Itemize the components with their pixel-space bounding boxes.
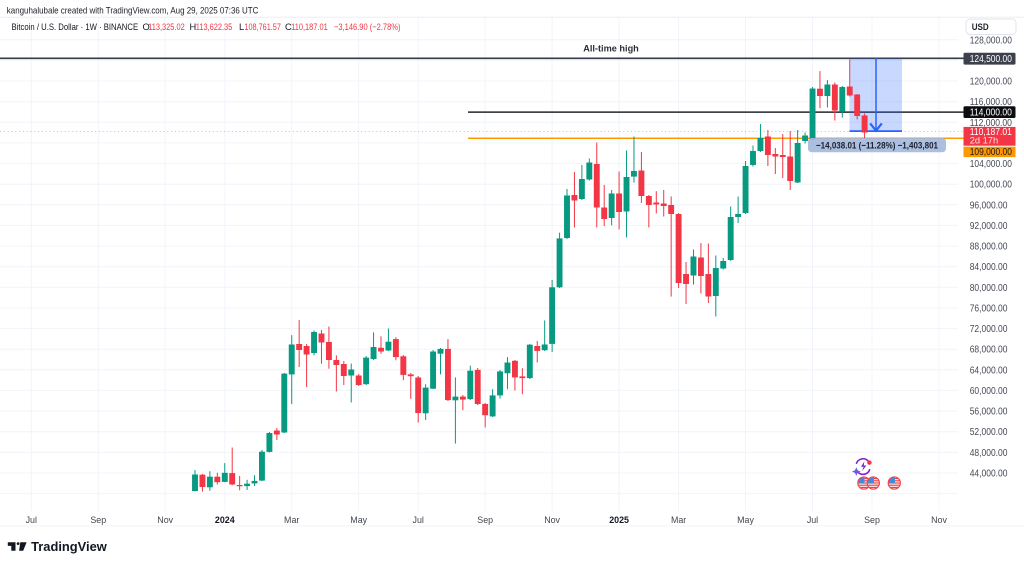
- svg-text:All-time high: All-time high: [583, 43, 639, 54]
- svg-text:H: H: [190, 22, 197, 32]
- svg-text:124,500.00: 124,500.00: [970, 54, 1013, 65]
- svg-text:52,000.00: 52,000.00: [970, 427, 1008, 438]
- svg-text:Nov: Nov: [157, 515, 173, 525]
- svg-text:96,000.00: 96,000.00: [970, 200, 1008, 211]
- svg-text:80,000.00: 80,000.00: [970, 283, 1008, 294]
- svg-text:72,000.00: 72,000.00: [970, 324, 1008, 335]
- svg-text:Mar: Mar: [284, 515, 299, 525]
- svg-text:110,187.01: 110,187.01: [970, 127, 1012, 138]
- svg-text:C: C: [285, 22, 292, 32]
- svg-text:113,622.35: 113,622.35: [196, 22, 233, 32]
- svg-text:2025: 2025: [609, 515, 629, 525]
- svg-text:100,000.00: 100,000.00: [970, 180, 1013, 191]
- svg-text:113,325.02: 113,325.02: [148, 22, 185, 32]
- svg-text:56,000.00: 56,000.00: [970, 407, 1008, 418]
- svg-text:88,000.00: 88,000.00: [970, 242, 1008, 253]
- svg-text:USD: USD: [972, 22, 989, 32]
- svg-text:64,000.00: 64,000.00: [970, 365, 1008, 376]
- svg-text:Bitcoin / U.S. Dollar · 1W · B: Bitcoin / U.S. Dollar · 1W · BINANCE: [12, 22, 139, 32]
- svg-text:Mar: Mar: [671, 515, 686, 525]
- svg-text:Nov: Nov: [544, 515, 560, 525]
- svg-text:Jul: Jul: [807, 515, 818, 525]
- svg-text:68,000.00: 68,000.00: [970, 345, 1008, 356]
- svg-text:114,000.00: 114,000.00: [970, 107, 1013, 118]
- svg-text:−14,038.01 (−11.28%) −1,403,80: −14,038.01 (−11.28%) −1,403,801: [816, 140, 939, 151]
- svg-text:Nov: Nov: [931, 515, 947, 525]
- svg-text:48,000.00: 48,000.00: [970, 448, 1008, 459]
- svg-text:120,000.00: 120,000.00: [970, 77, 1013, 88]
- svg-text:116,000.00: 116,000.00: [970, 97, 1013, 108]
- svg-text:76,000.00: 76,000.00: [970, 303, 1008, 314]
- svg-text:109,000.00: 109,000.00: [970, 147, 1013, 158]
- svg-text:Jul: Jul: [413, 515, 424, 525]
- svg-text:104,000.00: 104,000.00: [970, 159, 1013, 170]
- svg-text:O: O: [143, 22, 150, 32]
- svg-text:L: L: [239, 22, 244, 32]
- svg-text:108,761.57: 108,761.57: [244, 22, 281, 32]
- svg-text:kanguhalubale created with Tra: kanguhalubale created with TradingView.c…: [7, 5, 259, 15]
- svg-text:60,000.00: 60,000.00: [970, 386, 1008, 397]
- svg-text:Jul: Jul: [26, 515, 37, 525]
- svg-text:112,000.00: 112,000.00: [970, 118, 1013, 129]
- svg-text:44,000.00: 44,000.00: [970, 469, 1008, 480]
- svg-text:2d 17h: 2d 17h: [970, 136, 998, 146]
- svg-text:Sep: Sep: [864, 515, 880, 525]
- svg-text:May: May: [737, 515, 754, 525]
- svg-text:128,000.00: 128,000.00: [970, 35, 1013, 46]
- svg-text:May: May: [350, 515, 367, 525]
- svg-text:Sep: Sep: [477, 515, 493, 525]
- svg-text:TradingView: TradingView: [31, 539, 107, 554]
- svg-text:−3,146.90 (−2.78%): −3,146.90 (−2.78%): [334, 22, 401, 32]
- svg-text:2024: 2024: [215, 515, 235, 525]
- svg-text:110,187.01: 110,187.01: [291, 22, 328, 32]
- svg-text:Sep: Sep: [90, 515, 106, 525]
- svg-text:92,000.00: 92,000.00: [970, 221, 1008, 232]
- svg-text:84,000.00: 84,000.00: [970, 262, 1008, 273]
